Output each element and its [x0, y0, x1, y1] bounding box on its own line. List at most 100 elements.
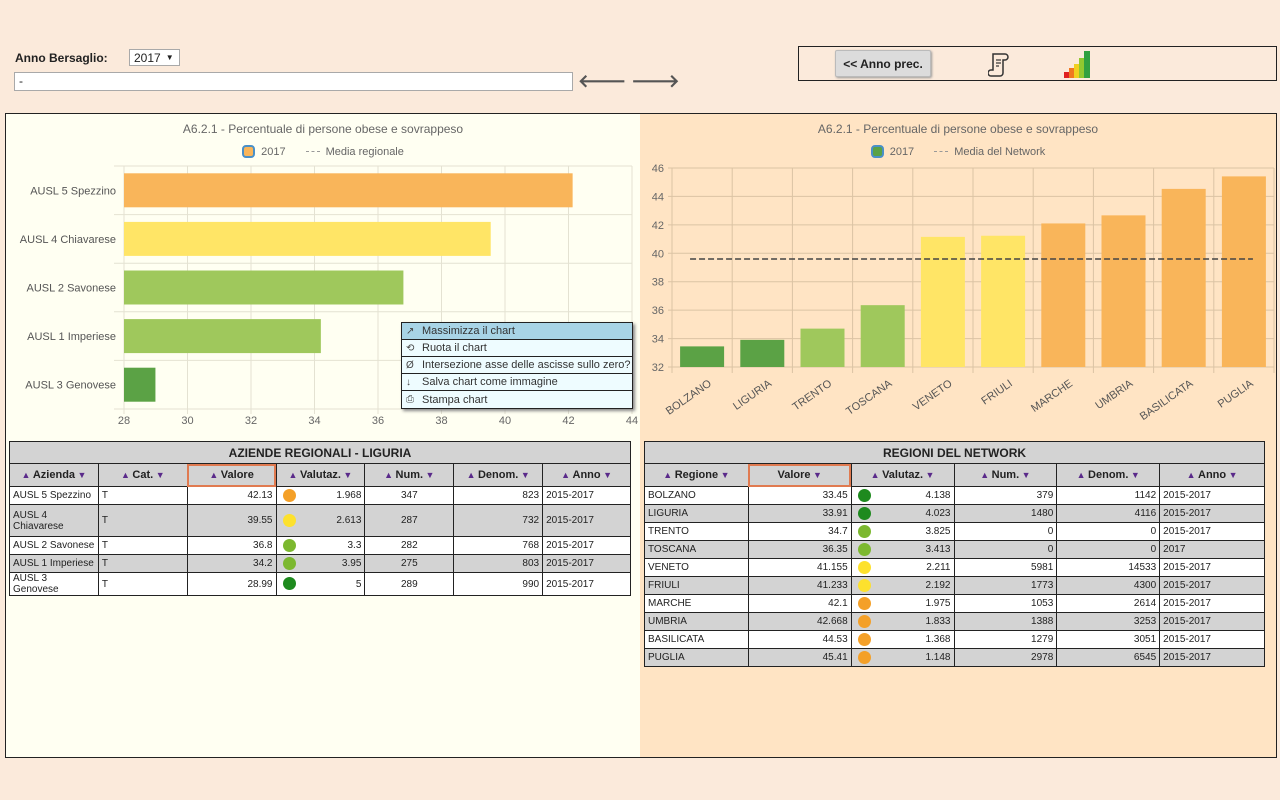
valore-cell: 33.91	[747, 504, 852, 523]
filter-text-field[interactable]: -	[14, 72, 573, 91]
column-header[interactable]: ▲ Anno ▼	[542, 463, 631, 487]
prev-year-button[interactable]: << Anno prec.	[835, 50, 931, 77]
denom-cell: 823	[453, 486, 544, 505]
sort-asc-icon[interactable]: ▲	[288, 470, 300, 480]
table-row[interactable]: LIGURIA 33.91 4.023 1480 4116 2015-2017	[644, 504, 1265, 523]
column-header[interactable]: ▲ Regione ▼	[644, 463, 749, 487]
column-header[interactable]: ▲ Azienda ▼	[9, 463, 99, 487]
menu-item-save-image[interactable]: ↓ Salva chart come immagine	[402, 374, 632, 391]
signal-bars-icon[interactable]	[1063, 50, 1095, 78]
bar[interactable]	[740, 339, 785, 367]
bar[interactable]	[124, 319, 321, 354]
column-header[interactable]: ▲ Num. ▼	[953, 463, 1058, 487]
column-header-label: Azienda	[32, 469, 76, 481]
main-frame: A6.2.1 - Percentuale di persone obese e …	[5, 113, 1277, 758]
sort-desc-icon[interactable]: ▼	[340, 470, 353, 480]
legend-swatch-2017[interactable]	[870, 145, 884, 158]
table-row[interactable]: UMBRIA 42.668 1.833 1388 3253 2015-2017	[644, 612, 1265, 631]
column-header[interactable]: ▲ Anno ▼	[1159, 463, 1265, 487]
bar[interactable]	[920, 236, 965, 367]
bar[interactable]	[680, 346, 725, 367]
sort-desc-icon[interactable]: ▼	[518, 470, 530, 480]
sort-desc-icon[interactable]: ▼	[923, 470, 935, 480]
menu-item-print[interactable]: ⎙ Stampa chart	[402, 391, 632, 408]
sort-asc-icon[interactable]: ▲	[466, 470, 478, 480]
column-header[interactable]: ▲ Denom. ▼	[453, 463, 544, 487]
column-header[interactable]: Valore ▼	[747, 463, 852, 487]
bar[interactable]	[860, 305, 905, 367]
bar[interactable]	[124, 173, 573, 208]
table-row[interactable]: AUSL 4 Chiavarese T 39.55 2.613 287 732 2015-2…	[9, 504, 631, 537]
x-category-label: VENETO	[911, 377, 955, 413]
column-header[interactable]: ▲ Denom. ▼	[1056, 463, 1161, 487]
table-row[interactable]: PUGLIA 45.41 1.148 2978 6545 2015-2017	[644, 648, 1265, 667]
rotate-icon: ⟲	[406, 342, 415, 354]
sort-desc-icon[interactable]: ▼	[153, 470, 165, 480]
bar[interactable]	[124, 367, 156, 402]
table-row[interactable]: AUSL 1 Imperiese T 34.2 3.95 275 803 2015-2017	[9, 554, 631, 573]
sort-asc-icon[interactable]: ▲	[870, 470, 883, 480]
table-row[interactable]: AUSL 5 Spezzino T 42.13 1.968 347 823 2015-201…	[9, 486, 631, 505]
arrow-right-icon[interactable]: 🡒	[631, 71, 680, 91]
table-row[interactable]: AUSL 2 Savonese T 36.8 3.3 282 768 2015-2017	[9, 536, 631, 555]
column-header[interactable]: ▲ Num. ▼	[364, 463, 455, 487]
legend-swatch-2017[interactable]	[242, 145, 256, 158]
column-header[interactable]: ▲ Valutaz. ▼	[850, 463, 955, 487]
sort-desc-icon[interactable]: ▼	[810, 470, 822, 480]
sort-asc-icon[interactable]: ▲	[1186, 470, 1199, 480]
sort-asc-icon[interactable]: ▲	[980, 470, 992, 480]
sort-desc-icon[interactable]: ▼	[1019, 470, 1031, 480]
sort-desc-icon[interactable]: ▼	[600, 470, 613, 480]
table-row[interactable]: TRENTO 34.7 3.825 0 0 2015-2017	[644, 522, 1265, 541]
bar[interactable]	[1161, 188, 1206, 367]
column-header[interactable]: ▲ Valutaz. ▼	[275, 463, 366, 487]
anno-select[interactable]: 2017 ▼	[129, 49, 180, 66]
denom-cell: 2614	[1056, 594, 1161, 613]
num-cell: 0	[953, 540, 1058, 559]
table-row[interactable]: FRIULI 41.233 2.192 1773 4300 2015-2017	[644, 576, 1265, 595]
sort-asc-icon[interactable]: ▲	[120, 470, 133, 480]
sort-desc-icon[interactable]: ▼	[1128, 470, 1140, 480]
table-row[interactable]: BASILICATA 44.53 1.368 1279 3051 2015-2017	[644, 630, 1265, 649]
menu-item-zero-axis[interactable]: Ø Intersezione asse delle ascisse sullo …	[402, 357, 632, 374]
sort-desc-icon[interactable]: ▼	[423, 470, 435, 480]
table-row[interactable]: BOLZANO 33.45 4.138 379 1142 2015-2017	[644, 486, 1265, 505]
column-header-label: Anno	[572, 469, 601, 481]
status-dot-icon	[857, 650, 871, 664]
bar[interactable]	[1041, 223, 1086, 367]
sort-desc-icon[interactable]: ▼	[75, 470, 87, 480]
valore-cell: 33.45	[747, 486, 852, 505]
x-tick-label: 34	[308, 415, 320, 427]
bar[interactable]	[124, 270, 404, 305]
status-dot-icon	[857, 578, 871, 592]
anno-cell: 2015-2017	[542, 536, 631, 555]
column-header[interactable]: ▲ Valore	[186, 463, 277, 487]
sort-asc-icon[interactable]: ▲	[21, 470, 33, 480]
regione-cell: TOSCANA	[644, 540, 749, 559]
column-header[interactable]: ▲ Cat. ▼	[97, 463, 188, 487]
sort-desc-icon[interactable]: ▼	[718, 470, 730, 480]
sort-asc-icon[interactable]: ▲	[384, 470, 396, 480]
x-tick-label: 44	[626, 415, 638, 427]
sort-asc-icon[interactable]: ▲	[663, 470, 675, 480]
sort-asc-icon[interactable]: ▲	[209, 470, 221, 480]
bar[interactable]	[124, 221, 491, 256]
table-row[interactable]: MARCHE 42.1 1.975 1053 2614 2015-2017	[644, 594, 1265, 613]
arrow-left-icon[interactable]: 🡐	[578, 71, 627, 91]
bar[interactable]	[800, 328, 845, 367]
bar[interactable]	[1101, 215, 1146, 367]
bar[interactable]	[981, 235, 1026, 367]
table-row[interactable]: AUSL 3 Genovese T 28.99 5 289 990 2015-2017	[9, 572, 631, 596]
bar[interactable]	[1221, 176, 1266, 367]
menu-item-maximize[interactable]: ↗ Massimizza il chart	[402, 323, 632, 340]
sort-asc-icon[interactable]: ▲	[1076, 470, 1089, 480]
sort-asc-icon[interactable]: ▲	[561, 470, 573, 480]
valore-cell: 41.155	[747, 558, 852, 577]
sort-desc-icon[interactable]: ▼	[1226, 470, 1238, 480]
num-cell: 282	[364, 536, 455, 555]
table-row[interactable]: TOSCANA 36.35 3.413 0 0 2017	[644, 540, 1265, 559]
valutaz-value: 1.368	[925, 634, 951, 645]
scroll-report-icon[interactable]	[988, 51, 1010, 77]
menu-item-rotate[interactable]: ⟲ Ruota il chart	[402, 340, 632, 357]
table-row[interactable]: VENETO 41.155 2.211 5981 14533 2015-2017	[644, 558, 1265, 577]
